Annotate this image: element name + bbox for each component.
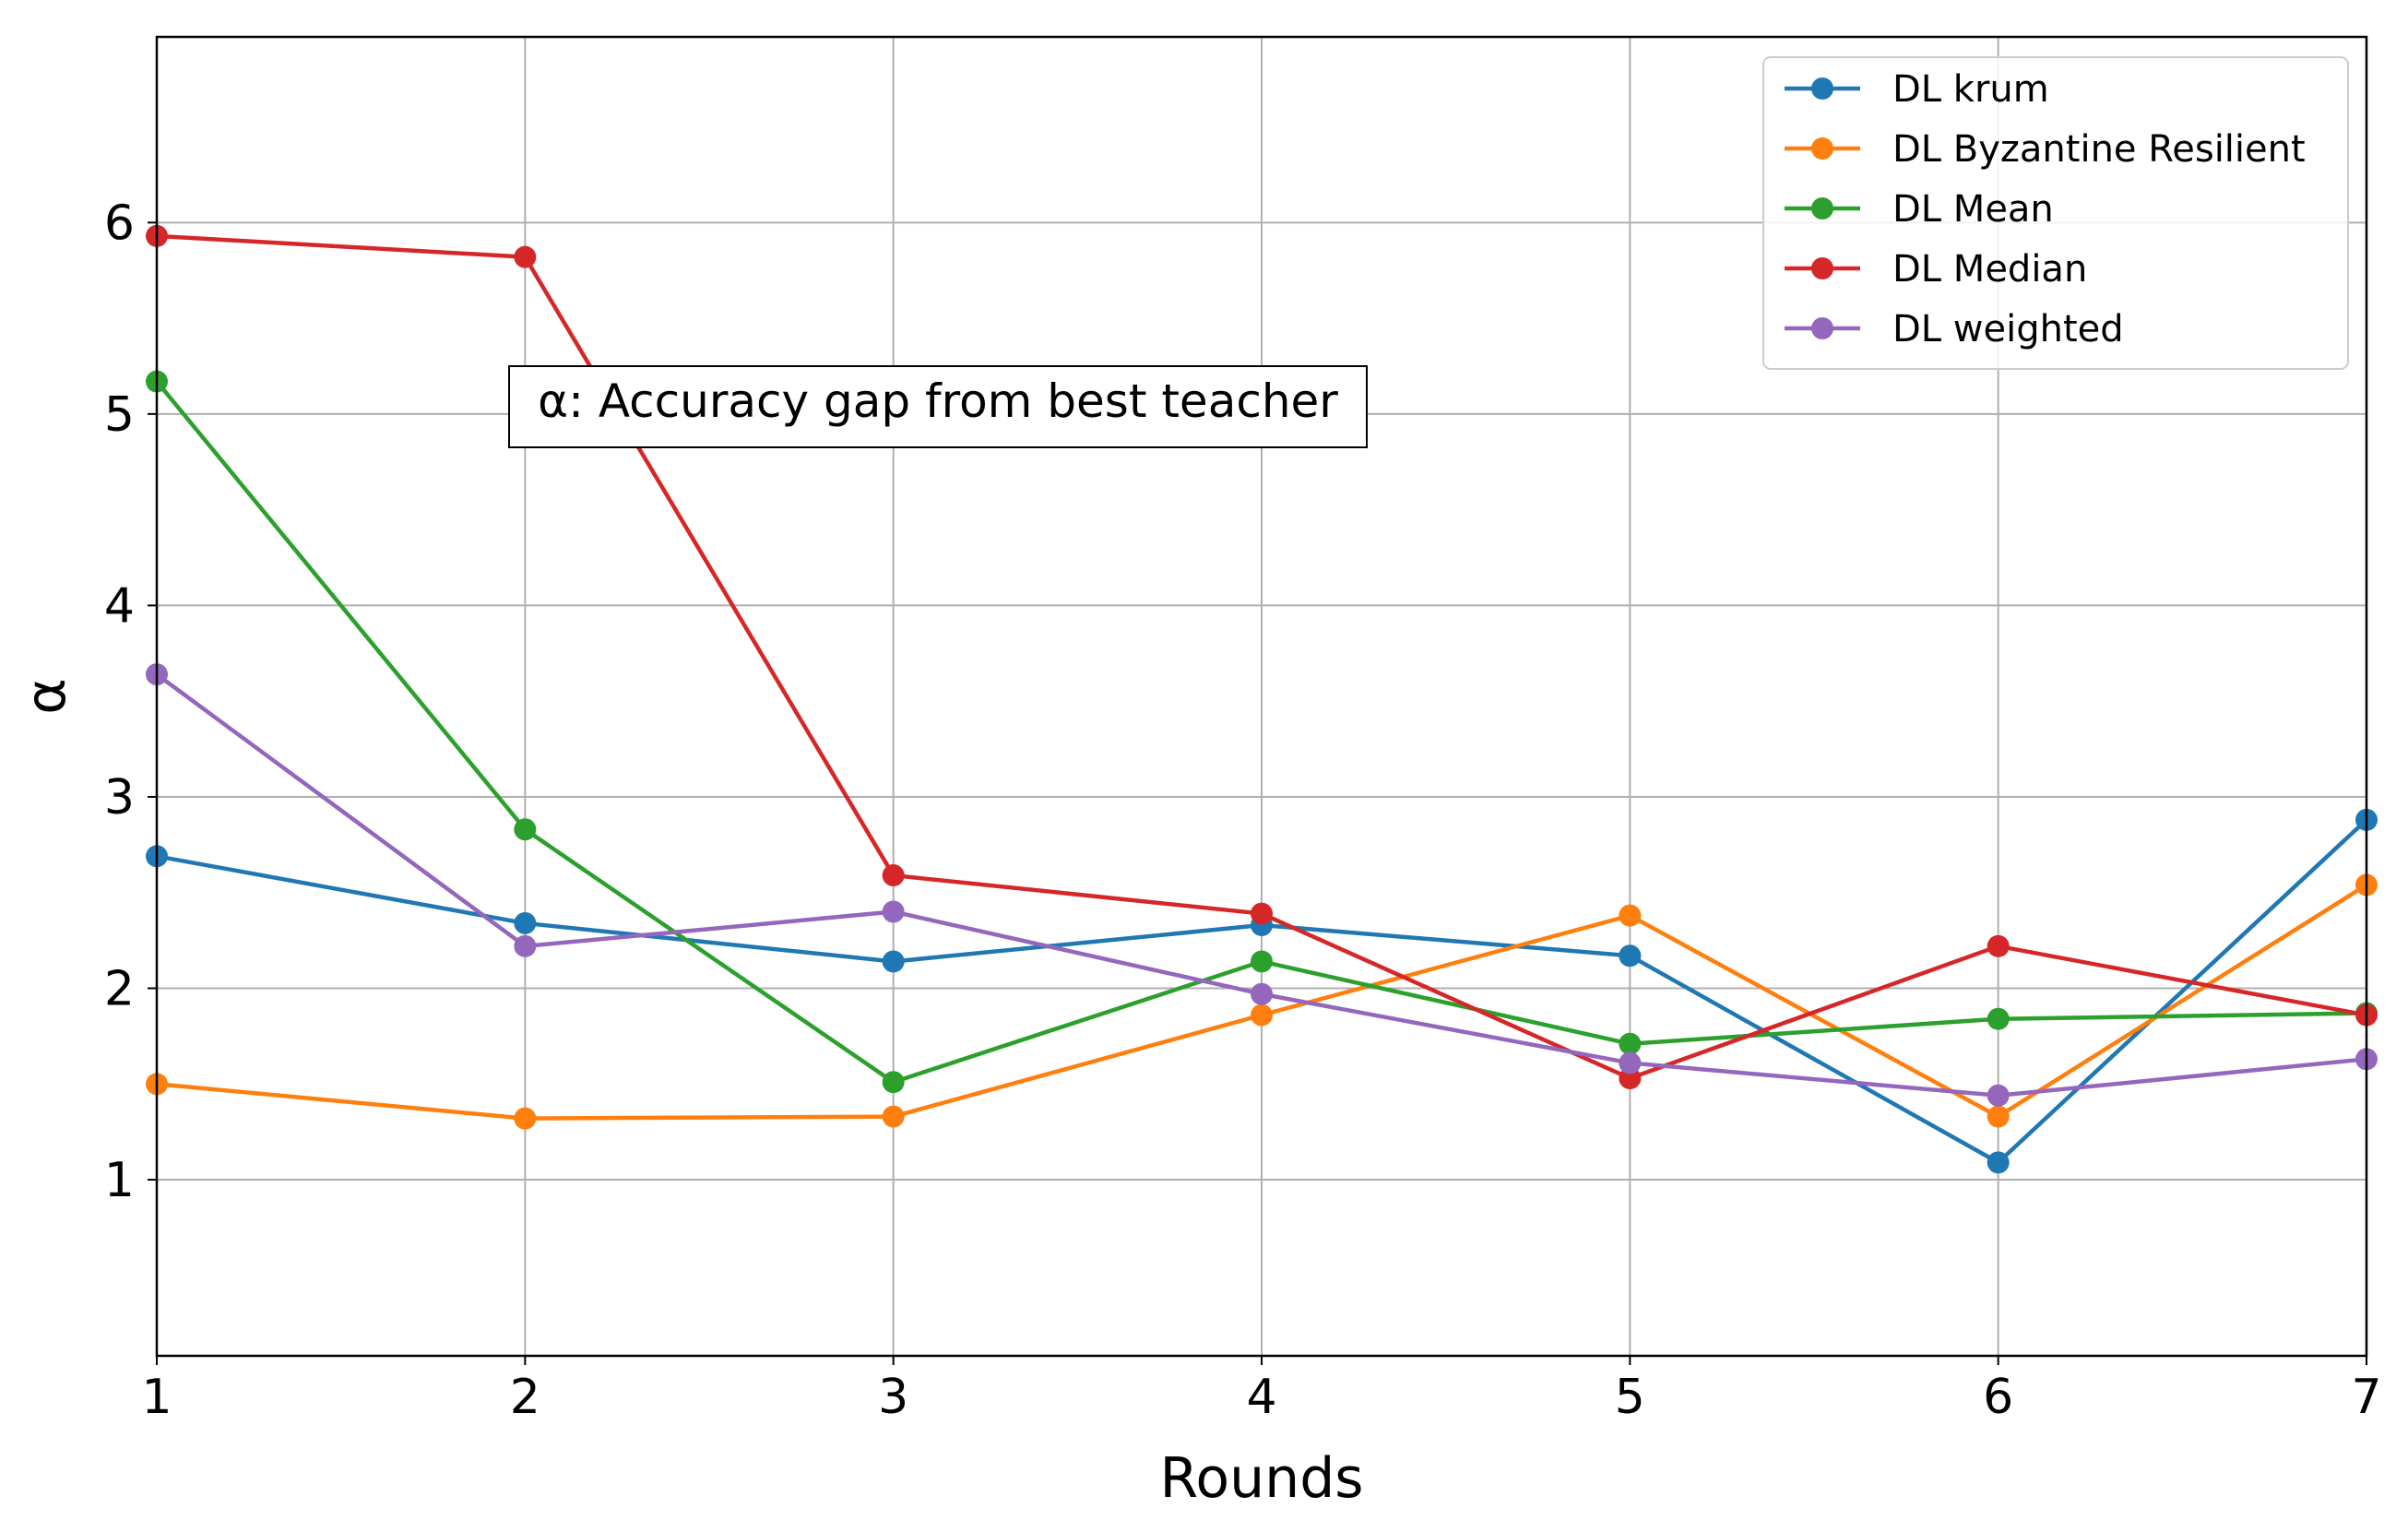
legend: DL krum DL Byzantine Resilient DL Mean DL M… [1762,56,2349,370]
x-tick-label: 1 [141,1370,172,1425]
x-tick-label: 5 [1615,1370,1645,1425]
legend-marker [1811,197,1833,220]
data-point [1251,982,1273,1005]
legend-marker [1811,317,1833,339]
data-point [1251,1003,1273,1027]
legend-label: DL Byzantine Resilient [1892,128,2306,171]
y-tick-label: 2 [104,962,135,1017]
legend-entry: DL Byzantine Resilient [1785,128,2306,171]
legend-label: DL weighted [1892,308,2124,350]
legend-entry: DL krum [1785,68,2049,111]
legend-label: DL krum [1892,68,2049,111]
data-point [1251,902,1273,925]
x-tick-label: 2 [510,1370,540,1425]
x-axis-title: Rounds [1159,1446,1363,1511]
data-point [882,950,905,973]
data-point [1987,1105,2010,1128]
data-point [1987,934,2010,957]
series-dl-median [146,224,2378,1090]
data-point [882,864,905,887]
y-tick-label: 5 [104,387,135,443]
data-point [514,934,537,957]
y-tick-label: 1 [104,1153,135,1208]
y-tick-label: 4 [104,578,135,634]
legend-label: DL Mean [1892,188,2054,231]
data-point [1619,1032,1642,1055]
data-point [882,1071,905,1094]
grid [156,37,2367,1356]
legend-marker [1811,77,1833,100]
data-point [1987,1084,2010,1107]
data-point [1619,1051,1642,1075]
y-tick-label: 6 [104,196,135,251]
x-tick-label: 3 [878,1370,908,1425]
data-point [882,1105,905,1128]
data-point [1619,904,1642,927]
legend-entry: DL Mean [1785,188,2054,231]
legend-entry: DL Median [1785,248,2087,291]
data-point [514,245,537,268]
legend-label: DL Median [1892,248,2087,291]
data-point [1619,1067,1642,1090]
series-lines [146,224,2378,1174]
data-point [1987,1151,2010,1174]
data-point [1987,1007,2010,1030]
series-dl-weighted [146,663,2378,1107]
y-axis-title: α [14,678,78,715]
x-tick-label: 7 [2351,1370,2381,1425]
x-tick-label: 6 [1983,1370,2013,1425]
data-point [514,818,537,841]
y-tick-label: 3 [104,770,135,825]
data-point [514,911,537,934]
x-tick-label: 4 [1246,1370,1276,1425]
annotation-box: α: Accuracy gap from best teacher [508,365,1368,448]
data-point [1619,944,1642,968]
legend-frame [1762,56,2349,370]
legend-marker [1811,257,1833,279]
data-point [882,900,905,923]
data-point [514,1107,537,1130]
legend-entry: DL weighted [1785,308,2124,350]
series-dl-mean [146,370,2378,1094]
data-point [1251,950,1273,973]
axis-ticks: 1 2 3 4 5 6 7 1 2 3 4 5 6 [104,196,2382,1425]
series-dl-byzantine-resilient [146,873,2378,1130]
legend-marker [1811,137,1833,160]
annotation-text: α: Accuracy gap from best teacher [538,374,1338,428]
